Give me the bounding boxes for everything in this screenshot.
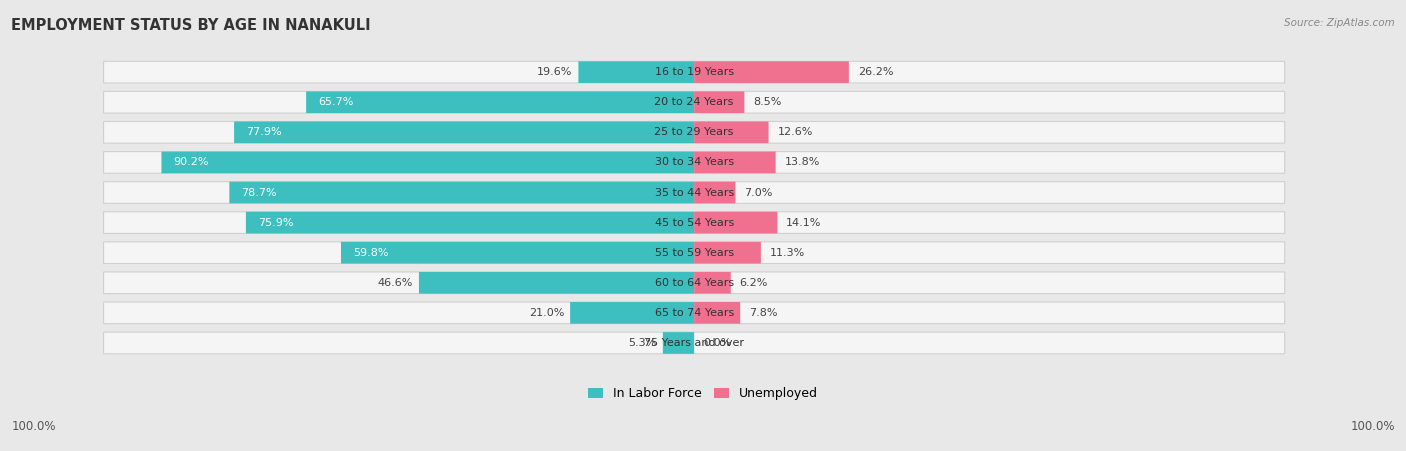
Text: 78.7%: 78.7% [242,188,277,198]
Text: 16 to 19 Years: 16 to 19 Years [655,67,734,77]
Text: 100.0%: 100.0% [1350,420,1395,433]
Text: 21.0%: 21.0% [529,308,564,318]
FancyBboxPatch shape [104,61,1285,83]
Text: 75.9%: 75.9% [257,217,294,228]
Text: 35 to 44 Years: 35 to 44 Years [655,188,734,198]
Text: Source: ZipAtlas.com: Source: ZipAtlas.com [1284,18,1395,28]
Text: 55 to 59 Years: 55 to 59 Years [655,248,734,258]
Text: 60 to 64 Years: 60 to 64 Years [655,278,734,288]
FancyBboxPatch shape [104,212,1285,234]
Text: 19.6%: 19.6% [537,67,572,77]
FancyBboxPatch shape [104,332,1285,354]
FancyBboxPatch shape [104,92,1285,113]
FancyBboxPatch shape [104,152,1285,173]
FancyBboxPatch shape [695,121,769,143]
FancyBboxPatch shape [342,242,695,263]
FancyBboxPatch shape [695,272,731,294]
FancyBboxPatch shape [104,121,1285,143]
Text: 25 to 29 Years: 25 to 29 Years [654,127,734,137]
FancyBboxPatch shape [569,302,695,324]
Text: 11.3%: 11.3% [769,248,806,258]
Text: 59.8%: 59.8% [353,248,388,258]
Text: 75 Years and over: 75 Years and over [644,338,744,348]
FancyBboxPatch shape [695,152,776,173]
Text: 77.9%: 77.9% [246,127,281,137]
FancyBboxPatch shape [695,302,740,324]
FancyBboxPatch shape [695,61,849,83]
FancyBboxPatch shape [695,92,744,113]
Text: 65.7%: 65.7% [318,97,353,107]
Text: 90.2%: 90.2% [173,157,208,167]
Text: 8.5%: 8.5% [754,97,782,107]
FancyBboxPatch shape [662,332,695,354]
FancyBboxPatch shape [229,182,695,203]
FancyBboxPatch shape [162,152,695,173]
Text: 46.6%: 46.6% [378,278,413,288]
Text: 12.6%: 12.6% [778,127,813,137]
FancyBboxPatch shape [578,61,695,83]
FancyBboxPatch shape [104,302,1285,324]
FancyBboxPatch shape [307,92,695,113]
Text: 0.0%: 0.0% [703,338,731,348]
FancyBboxPatch shape [246,212,695,234]
Text: 45 to 54 Years: 45 to 54 Years [655,217,734,228]
FancyBboxPatch shape [104,242,1285,263]
Text: 5.3%: 5.3% [628,338,657,348]
FancyBboxPatch shape [419,272,695,294]
Text: EMPLOYMENT STATUS BY AGE IN NANAKULI: EMPLOYMENT STATUS BY AGE IN NANAKULI [11,18,371,33]
Text: 20 to 24 Years: 20 to 24 Years [654,97,734,107]
FancyBboxPatch shape [233,121,695,143]
Text: 7.8%: 7.8% [749,308,778,318]
Text: 26.2%: 26.2% [858,67,893,77]
Text: 14.1%: 14.1% [786,217,821,228]
Text: 7.0%: 7.0% [744,188,773,198]
FancyBboxPatch shape [104,182,1285,203]
FancyBboxPatch shape [104,272,1285,294]
FancyBboxPatch shape [695,242,761,263]
Legend: In Labor Force, Unemployed: In Labor Force, Unemployed [583,382,823,405]
Text: 30 to 34 Years: 30 to 34 Years [655,157,734,167]
FancyBboxPatch shape [695,212,778,234]
Text: 65 to 74 Years: 65 to 74 Years [655,308,734,318]
Text: 6.2%: 6.2% [740,278,768,288]
Text: 13.8%: 13.8% [785,157,820,167]
FancyBboxPatch shape [695,182,735,203]
Text: 100.0%: 100.0% [11,420,56,433]
